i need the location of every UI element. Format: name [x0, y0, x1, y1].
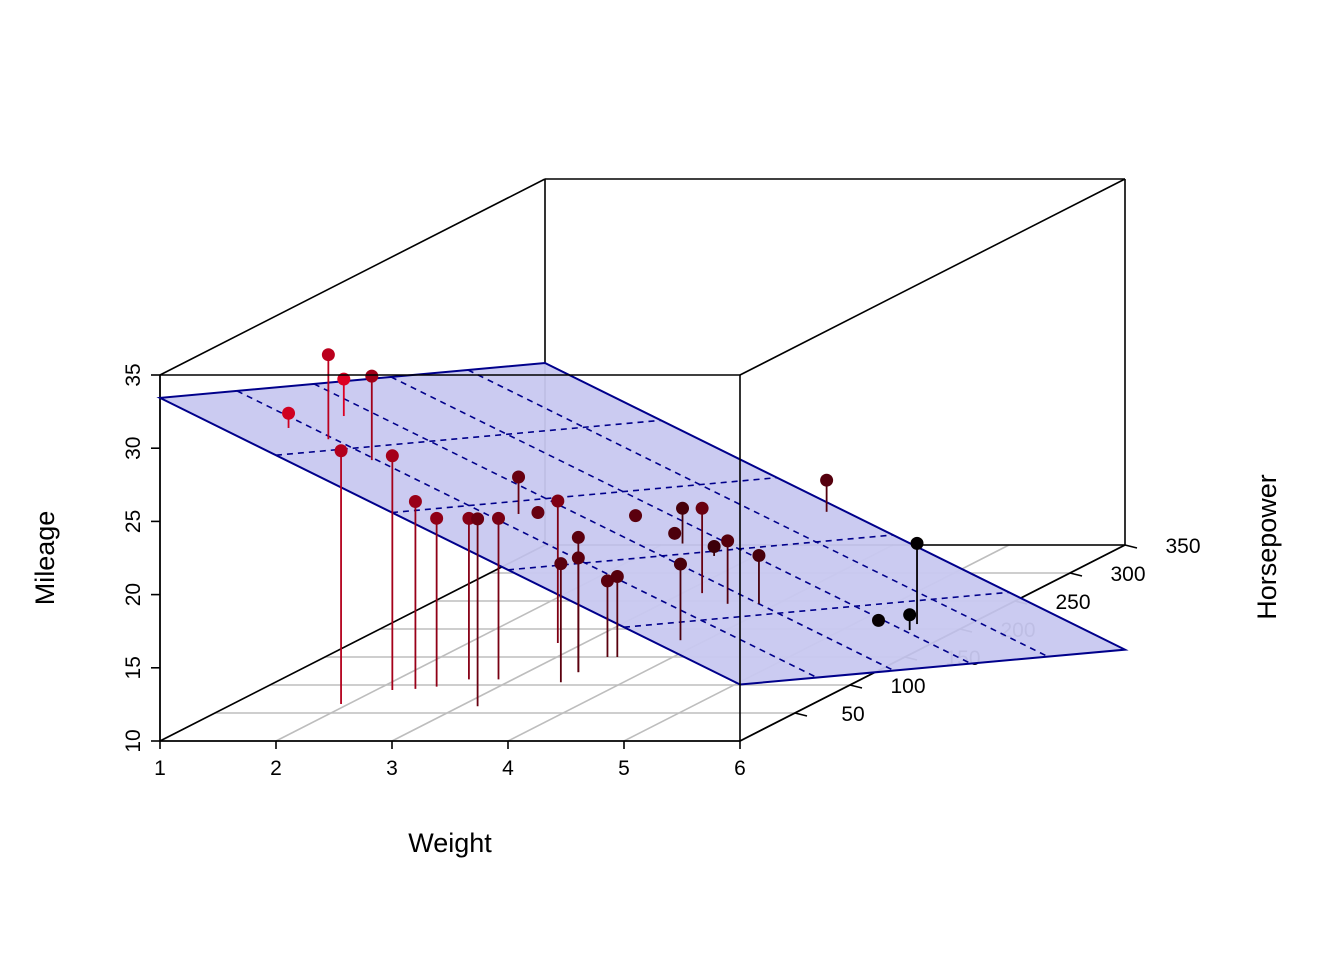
data-point: [571, 551, 585, 565]
plane-surface: [156, 361, 1129, 686]
data-points: [282, 348, 924, 707]
data-point: [629, 509, 643, 523]
plane-grid-line: [275, 419, 662, 457]
plane-grid-line: [236, 390, 818, 679]
x-tick-label: 5: [618, 757, 630, 780]
y-tick-mark: [849, 684, 863, 689]
y-axis-title: Horsepower: [1252, 474, 1282, 620]
data-point: [512, 470, 526, 484]
plane-grid-line: [467, 369, 1049, 658]
z-tick-label: 25: [122, 510, 145, 533]
data-point: [600, 574, 614, 588]
data-point: [903, 608, 917, 622]
plane-grid-line: [391, 476, 778, 514]
data-point: [668, 526, 682, 540]
data-point: [430, 511, 444, 525]
data-point: [531, 506, 545, 520]
data-point: [282, 406, 296, 420]
data-point: [385, 449, 399, 463]
data-point: [610, 569, 624, 583]
data-point: [673, 557, 687, 571]
y-tick-label: 350: [1165, 535, 1200, 558]
data-point: [408, 495, 422, 509]
z-tick-label: 20: [122, 583, 145, 606]
z-axis-title: Mileage: [30, 511, 60, 606]
z-tick-label: 30: [122, 437, 145, 460]
y-tick-mark: [1124, 544, 1138, 549]
plane-grid-line: [313, 383, 895, 672]
data-point: [337, 372, 351, 386]
data-point: [471, 512, 485, 526]
regression-plane: [156, 361, 1129, 686]
data-point: [707, 540, 721, 554]
data-point: [321, 348, 335, 362]
y-tick-label: 100: [890, 675, 925, 698]
y-tick-label: 250: [1055, 591, 1090, 614]
y-tick-mark: [794, 712, 808, 717]
box-front-edges: [160, 178, 1126, 741]
data-point: [492, 511, 505, 525]
data-point: [551, 494, 565, 508]
data-point: [695, 501, 709, 515]
plane-grid-line: [623, 591, 1010, 629]
x-tick-label: 6: [734, 757, 746, 780]
data-point: [872, 613, 885, 627]
z-tick-label: 10: [122, 729, 145, 752]
box-edge: [739, 178, 1126, 376]
box-edge: [159, 178, 546, 376]
x-tick-label: 3: [386, 757, 398, 780]
data-point: [820, 473, 834, 487]
z-tick-label: 35: [122, 363, 145, 386]
data-point: [676, 501, 690, 515]
y-tick-mark: [1069, 572, 1083, 577]
data-point: [721, 534, 735, 548]
data-point: [752, 548, 766, 562]
data-point: [571, 530, 585, 544]
data-point: [365, 369, 379, 383]
y-tick-label: 50: [841, 703, 864, 726]
data-point: [554, 557, 568, 571]
plane-grid-line: [507, 534, 894, 571]
y-tick-label: 300: [1110, 563, 1145, 586]
x-axis-title: Weight: [408, 828, 492, 858]
z-tick-label: 15: [122, 656, 145, 679]
x-tick-label: 4: [502, 757, 514, 780]
data-point: [334, 444, 348, 458]
x-tick-label: 2: [270, 757, 282, 780]
data-point: [910, 536, 924, 550]
x-tick-label: 1: [154, 757, 166, 780]
box-edge: [159, 544, 546, 742]
